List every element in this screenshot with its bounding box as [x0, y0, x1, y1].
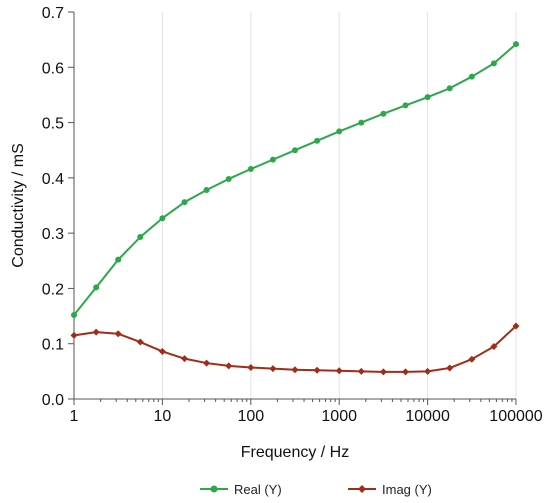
data-point [93, 284, 100, 291]
data-point [336, 128, 343, 135]
y-tick-label: 0.1 [42, 337, 64, 354]
x-tick-label: 100000 [489, 408, 542, 425]
y-tick-label: 0.5 [42, 116, 64, 133]
y-tick-label: 0.7 [42, 5, 64, 22]
data-point [424, 367, 432, 375]
data-point [158, 347, 166, 355]
data-point [380, 110, 387, 117]
x-tick-label: 1000 [321, 408, 357, 425]
data-point [314, 137, 321, 144]
data-point [92, 328, 100, 336]
x-axis-title: Frequency / Hz [241, 444, 349, 461]
x-tick-label: 1 [70, 408, 79, 425]
y-tick-label: 0.4 [42, 171, 64, 188]
data-point [71, 311, 77, 318]
data-point [490, 342, 498, 350]
y-axis-title: Conductivity / mS [10, 143, 27, 267]
data-point [468, 355, 476, 363]
data-point [513, 41, 519, 48]
y-tick-label: 0.3 [42, 226, 64, 243]
data-point [468, 73, 475, 80]
data-point [379, 368, 387, 376]
data-point [159, 215, 166, 222]
legend-label: Real (Y) [234, 482, 282, 497]
data-point [424, 94, 431, 101]
data-point [203, 187, 210, 194]
x-tick-label: 10 [154, 408, 172, 425]
data-point [115, 256, 122, 263]
data-point [335, 367, 343, 375]
x-tick-label: 100 [237, 408, 264, 425]
y-tick-label: 0.6 [42, 60, 64, 77]
data-point [70, 331, 78, 339]
data-point [512, 322, 520, 330]
data-point [137, 234, 144, 241]
data-point [291, 366, 299, 374]
data-point [225, 362, 233, 370]
y-tick-label: 0.2 [42, 281, 64, 298]
data-point [225, 175, 232, 182]
data-point [114, 330, 122, 338]
data-point [402, 102, 409, 109]
x-tick-label: 10000 [405, 408, 450, 425]
data-point [446, 85, 453, 92]
data-point [490, 60, 497, 67]
data-point [247, 363, 255, 371]
data-point [446, 364, 454, 372]
data-point [181, 199, 188, 206]
data-point [357, 367, 365, 375]
data-point [358, 119, 365, 126]
data-point [269, 365, 277, 373]
data-point [401, 368, 409, 376]
legend-marker [210, 485, 218, 493]
data-point [313, 366, 321, 374]
legend-label: Imag (Y) [382, 482, 432, 497]
data-point [181, 355, 189, 363]
y-tick-label: 0.0 [42, 392, 64, 409]
legend-marker [358, 485, 366, 493]
series-line [73, 43, 517, 316]
data-point [269, 156, 276, 163]
data-point [291, 147, 298, 154]
data-point [247, 166, 254, 173]
data-point [136, 338, 144, 346]
data-point [203, 359, 211, 367]
